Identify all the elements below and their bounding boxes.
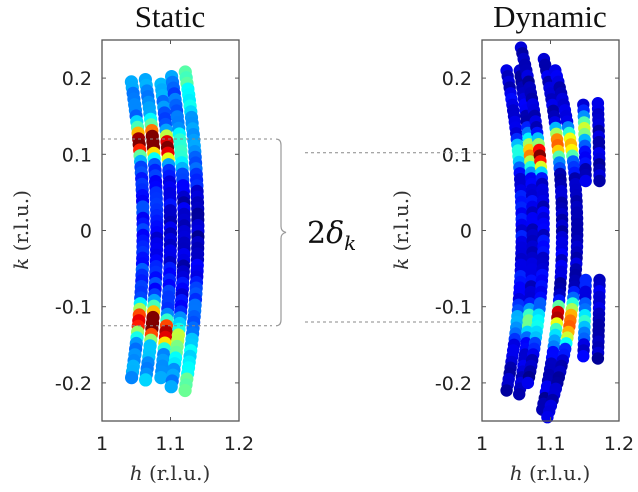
y-tick-label: 0 [80, 221, 92, 243]
data-point [593, 174, 606, 188]
static-xlabel-unit: (r.l.u.) [143, 461, 211, 485]
x-tick-label: 1 [96, 433, 108, 455]
dynamic-ylabel-var: k [389, 258, 413, 270]
y-tick-label: -0.1 [55, 297, 92, 319]
curly-brace [275, 138, 287, 327]
y-tick-label: -0.2 [55, 373, 92, 395]
static-ylabel: k (r.l.u.) [9, 190, 33, 270]
two-delta-k-coefficient: 2 [307, 216, 326, 251]
data-point [500, 384, 513, 397]
data-point [577, 350, 590, 363]
dynamic-points [500, 41, 606, 424]
data-point [139, 373, 153, 387]
two-delta-k-subscript: k [344, 231, 356, 255]
dynamic-xlabel-var: h [510, 461, 523, 485]
static-xtick-labels: 1 1.1 1.2 [96, 433, 254, 455]
data-point [154, 371, 168, 385]
dynamic-xlabel: h (r.l.u.) [510, 461, 591, 485]
incommensurability-annotation: 2δk [102, 138, 482, 327]
static-title: Static [135, 0, 206, 34]
static-ticks [101, 40, 240, 421]
static-ylabel-var: k [9, 258, 33, 270]
x-tick-label: 1.2 [604, 433, 634, 455]
x-tick-label: 1.1 [155, 433, 185, 455]
dynamic-ylabel-unit: (r.l.u.) [389, 190, 413, 258]
dynamic-xlabel-unit: (r.l.u.) [523, 461, 591, 485]
static-xlabel: h (r.l.u.) [130, 461, 211, 485]
x-tick-label: 1.2 [224, 433, 254, 455]
static-ylabel-unit: (r.l.u.) [9, 190, 33, 258]
static-points [124, 65, 205, 398]
y-tick-label: 0.2 [442, 68, 472, 90]
data-point [125, 371, 139, 385]
two-delta-k-symbol: δ [326, 216, 344, 251]
dynamic-ylabel: k (r.l.u.) [389, 190, 413, 270]
data-point [178, 383, 192, 398]
x-tick-label: 1 [476, 433, 488, 455]
y-tick-label: -0.2 [435, 373, 472, 395]
y-tick-label: 0.1 [62, 144, 92, 166]
y-tick-label: -0.1 [435, 297, 472, 319]
data-point [591, 352, 605, 365]
dynamic-ticks [481, 40, 620, 421]
y-tick-label: 0 [460, 221, 472, 243]
y-tick-label: 0.2 [62, 68, 92, 90]
static-xlabel-var: h [130, 461, 143, 485]
dynamic-ytick-labels: 0.2 0.1 0 -0.1 -0.2 [435, 68, 472, 395]
data-point [513, 388, 526, 401]
data-point [579, 174, 592, 188]
static-panel: Static 0.2 0.1 0 -0.1 -0.2 1 1.1 1.2 h (r.l.u.… [9, 0, 254, 485]
static-ytick-labels: 0.2 0.1 0 -0.1 -0.2 [55, 68, 92, 395]
x-tick-label: 1.1 [535, 433, 565, 455]
dynamic-xtick-labels: 1 1.1 1.2 [476, 433, 634, 455]
two-delta-k-label: 2δk [307, 216, 356, 255]
dynamic-title: Dynamic [493, 0, 607, 34]
y-tick-label: 0.1 [442, 144, 472, 166]
data-point [521, 376, 535, 390]
dynamic-panel: Dynamic 0.2 0.1 0 -0.1 -0.2 1 1.1 1.2 h (r.l.u… [389, 0, 634, 485]
data-point [164, 380, 178, 394]
